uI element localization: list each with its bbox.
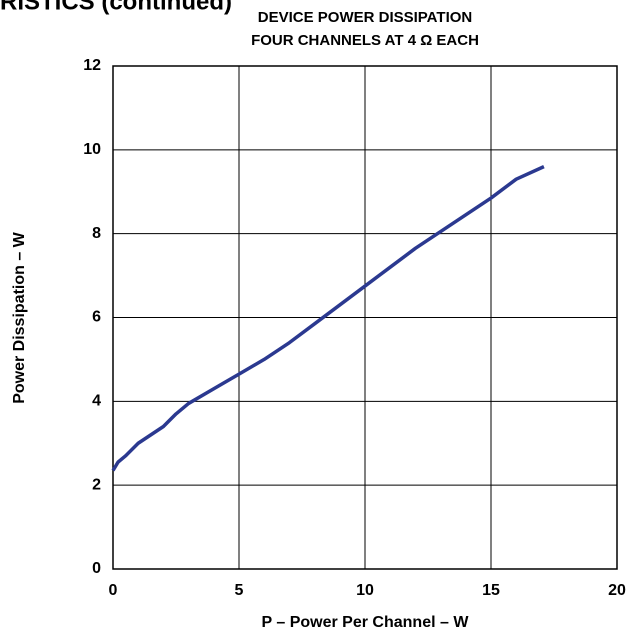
chart-title: DEVICE POWER DISSIPATION (258, 9, 472, 26)
x-axis-label: P – Power Per Channel – W (262, 614, 470, 631)
y-tick-label: 4 (92, 393, 101, 410)
x-tick-label: 20 (608, 582, 626, 599)
x-tick-label: 10 (356, 582, 374, 599)
y-tick-label: 0 (92, 560, 101, 577)
chart-title: FOUR CHANNELS AT 4 Ω EACH (251, 32, 479, 49)
y-tick-label: 12 (83, 57, 101, 74)
x-tick-label: 15 (482, 582, 500, 599)
data-line (111, 165, 545, 472)
y-tick-label: 10 (83, 141, 101, 158)
x-tick-label: 0 (109, 582, 118, 599)
x-tick-label: 5 (235, 582, 244, 599)
page-header: RISTICS (continued) (0, 0, 232, 15)
y-axis-label: Power Dissipation – W (11, 231, 28, 403)
plot-frame (112, 65, 618, 570)
y-tick-label: 6 (92, 309, 101, 326)
y-tick-label: 8 (92, 225, 101, 242)
y-tick-label: 2 (92, 476, 101, 493)
